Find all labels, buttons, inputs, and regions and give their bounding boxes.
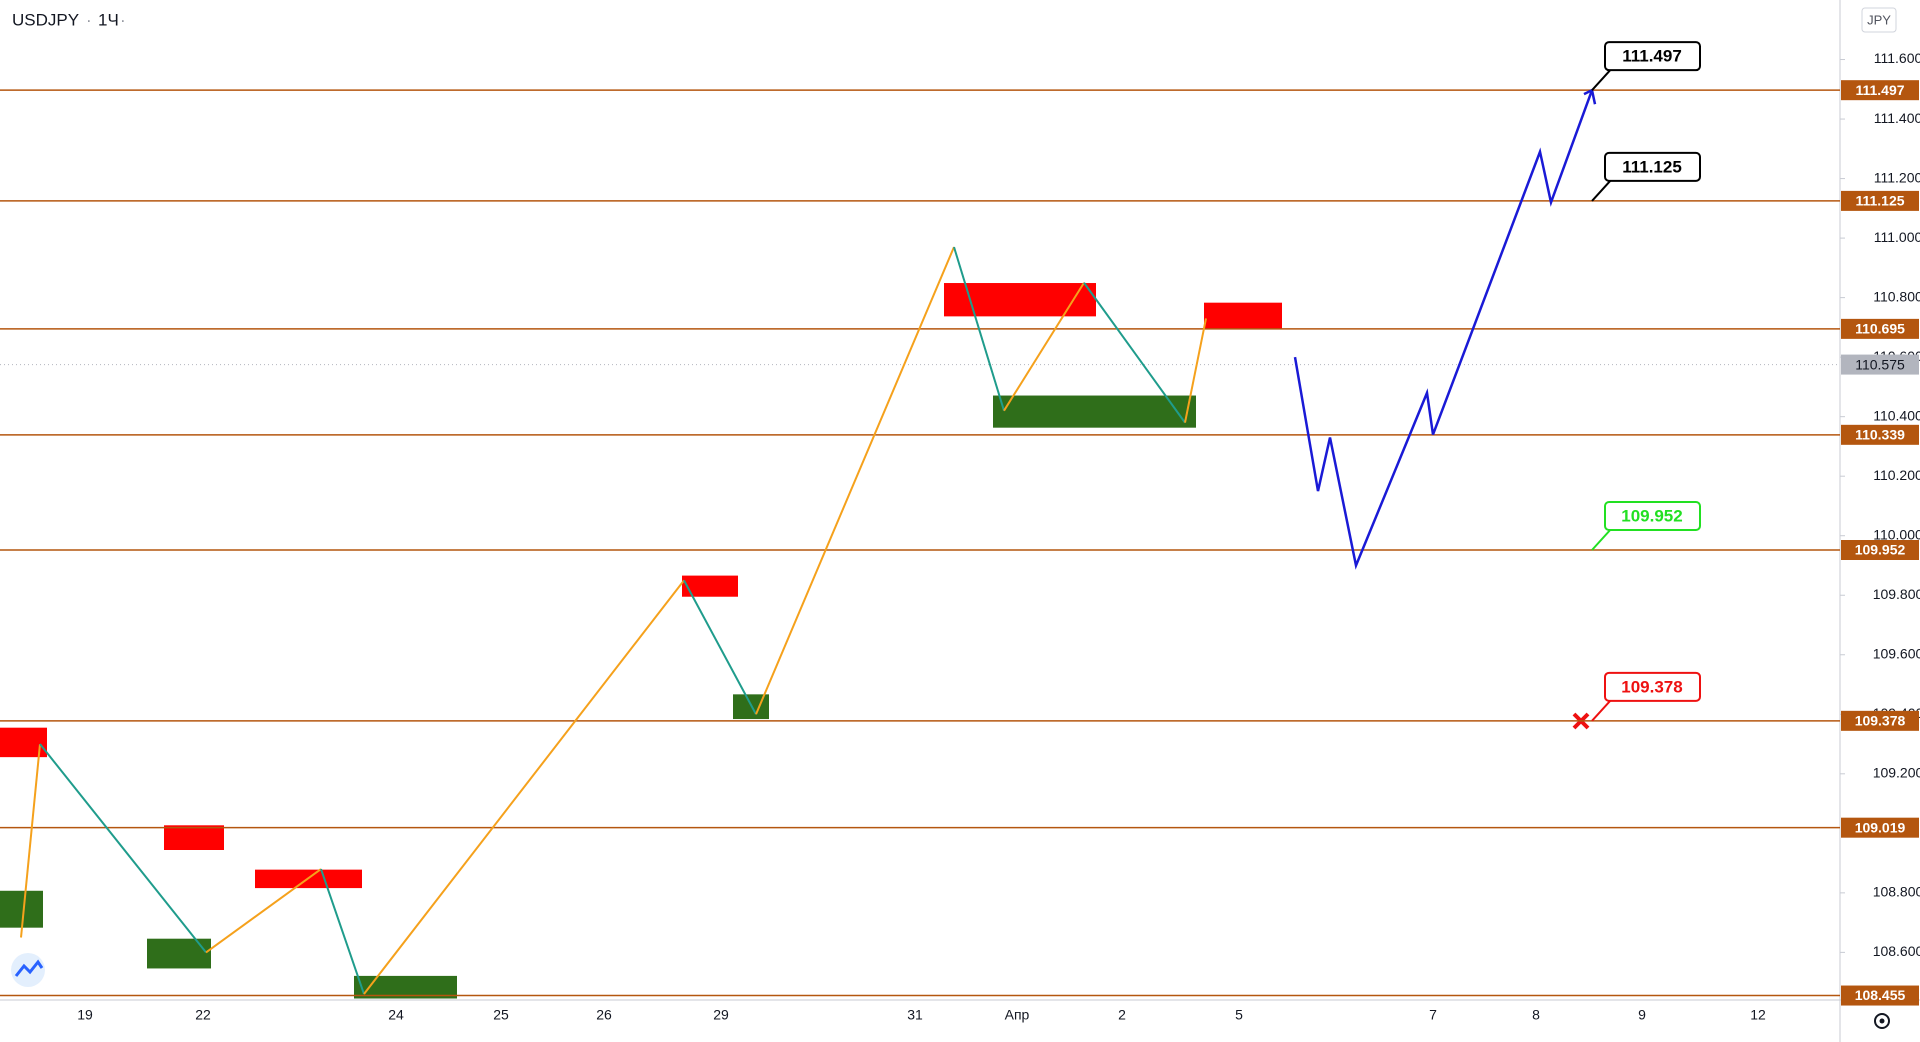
level-label: 111.125 bbox=[1855, 193, 1904, 209]
level-label: 109.019 bbox=[1855, 819, 1906, 835]
x-tick-label: 29 bbox=[713, 1007, 729, 1023]
separator: · bbox=[120, 10, 126, 29]
zigzag-segment bbox=[320, 868, 365, 995]
zone bbox=[0, 890, 43, 928]
level-label-box bbox=[1841, 80, 1919, 101]
callout-label: 111.125 bbox=[1622, 157, 1682, 176]
zone bbox=[993, 395, 1196, 428]
zone bbox=[164, 825, 224, 850]
x-tick-label: 8 bbox=[1532, 1007, 1540, 1023]
callout-label: 111.497 bbox=[1622, 47, 1682, 66]
x-tick-label: 19 bbox=[77, 1007, 93, 1023]
x-tick-label: 22 bbox=[195, 1007, 211, 1023]
symbol: USDJPY bbox=[12, 10, 79, 29]
y-tick-label: 110.800 bbox=[1873, 288, 1920, 304]
x-tick-label: 9 bbox=[1638, 1007, 1646, 1023]
y-tick-label: 109.800 bbox=[1873, 586, 1920, 602]
interval: 1Ч bbox=[98, 10, 119, 29]
zigzag-segment bbox=[1083, 282, 1186, 424]
logo bbox=[11, 953, 45, 987]
x-tick-label: 24 bbox=[388, 1007, 404, 1023]
x-tick-label: 31 bbox=[907, 1007, 923, 1023]
zigzag-segment bbox=[683, 579, 757, 715]
y-tick-label: 111.200 bbox=[1874, 169, 1920, 185]
level-label: 110.695 bbox=[1855, 321, 1905, 337]
zigzag-segment bbox=[205, 868, 322, 954]
currency-box[interactable] bbox=[1861, 7, 1897, 33]
zigzag-segment bbox=[20, 743, 41, 938]
settings-icon[interactable] bbox=[1874, 1013, 1890, 1029]
x-tick-label: 25 bbox=[493, 1007, 509, 1023]
callout-label: 109.378 bbox=[1621, 677, 1682, 696]
level-label: 109.378 bbox=[1855, 713, 1906, 729]
callout-box bbox=[1604, 671, 1701, 702]
level-label: 108.455 bbox=[1855, 987, 1906, 1003]
zone bbox=[1204, 302, 1282, 329]
y-tick-label: 111.000 bbox=[1874, 229, 1920, 245]
zigzag-segment bbox=[1003, 282, 1085, 412]
last-price-label: 110.575 bbox=[1855, 356, 1905, 372]
level-label: 111.497 bbox=[1855, 82, 1904, 98]
callout-box bbox=[1604, 501, 1701, 531]
callout-box bbox=[1604, 41, 1701, 72]
level-label: 110.339 bbox=[1855, 427, 1905, 443]
y-tick-label: 110.400 bbox=[1873, 407, 1920, 423]
y-tick-label: 108.800 bbox=[1873, 884, 1920, 900]
level-label-box bbox=[1841, 817, 1919, 838]
level-label-box bbox=[1841, 985, 1919, 1006]
y-tick-label: 109.200 bbox=[1873, 765, 1920, 781]
level-label: 109.952 bbox=[1855, 542, 1906, 558]
callout-label: 109.952 bbox=[1621, 506, 1682, 525]
zone bbox=[147, 938, 211, 969]
callout-box bbox=[1604, 151, 1701, 182]
y-tick-label: 108.600 bbox=[1873, 943, 1920, 959]
forecast-path bbox=[1293, 89, 1594, 570]
level-label-box bbox=[1841, 318, 1919, 339]
y-tick-label: 111.400 bbox=[1874, 110, 1920, 126]
x-tick-label: 7 bbox=[1429, 1007, 1437, 1023]
zone bbox=[682, 575, 738, 597]
zigzag-segment bbox=[39, 743, 207, 954]
currency: JPY bbox=[1867, 12, 1891, 27]
y-tick-label: 110.200 bbox=[1873, 467, 1920, 483]
x-tick-label: Апр bbox=[1005, 1007, 1030, 1023]
level-label-box bbox=[1841, 190, 1919, 211]
x-tick-label: 12 bbox=[1750, 1007, 1766, 1023]
x-tick-label: 2 bbox=[1118, 1007, 1126, 1023]
zigzag-segment bbox=[1184, 318, 1207, 423]
header: USDJPY · 1Ч · bbox=[12, 10, 126, 29]
forecast-arrowhead bbox=[1583, 88, 1597, 105]
level-label-box bbox=[1841, 424, 1919, 445]
zigzag-segment bbox=[953, 246, 1005, 412]
y-tick-label: 109.600 bbox=[1873, 645, 1920, 661]
y-tick-label: 110.000 bbox=[1873, 526, 1920, 542]
zone bbox=[354, 975, 457, 999]
x-tick-label: 26 bbox=[596, 1007, 612, 1023]
level-label-box bbox=[1841, 540, 1919, 560]
last-price-box bbox=[1841, 354, 1919, 375]
zigzag-segment bbox=[755, 246, 955, 715]
zigzag-segment bbox=[363, 579, 685, 995]
level-label-box bbox=[1841, 710, 1919, 731]
x-tick-label: 5 bbox=[1235, 1007, 1243, 1023]
y-tick-label: 111.600 bbox=[1874, 50, 1920, 66]
separator: · bbox=[86, 10, 92, 29]
